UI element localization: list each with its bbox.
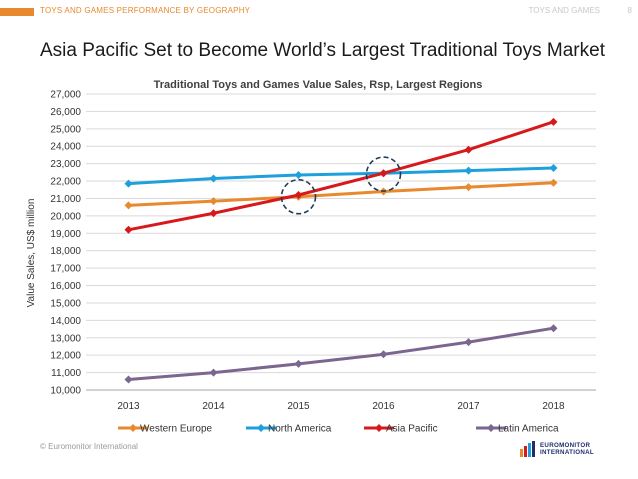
y-tick-label: 12,000 [50,351,81,362]
footer-copyright: © Euromonitor International [40,442,138,451]
y-tick-label: 26,000 [50,107,81,118]
y-tick-label: 20,000 [50,211,81,222]
annotation-circle [365,156,402,192]
y-tick-label: 19,000 [50,229,81,240]
data-point [464,183,473,192]
series-line [128,181,554,207]
data-point [124,179,133,188]
data-point [549,178,558,187]
euromonitor-logo-icon [520,441,535,457]
y-tick-label: 24,000 [50,142,81,153]
series-line [128,326,554,382]
data-point [549,117,558,126]
data-point [379,169,388,178]
legend: Western Europe North America Asia Pacific L… [118,424,559,435]
section-label: TOYS AND GAMES PERFORMANCE BY GEOGRAPHY [40,6,251,15]
y-tick-label: 14,000 [50,316,81,327]
y-tick-label: 13,000 [50,333,81,344]
legend-marker [257,424,265,432]
data-point [294,190,303,199]
data-point [209,174,218,183]
x-tick-label: 2016 [372,401,395,412]
chart-title: Traditional Toys and Games Value Sales, … [154,79,483,91]
y-tick-label: 18,000 [50,246,81,257]
y-tick-label: 23,000 [50,159,81,170]
logo-text-line2: INTERNATIONAL [540,449,594,456]
legend-entry: Western Europe [140,424,213,435]
series-line [128,166,554,186]
plot-area: 10,000 11,000 12,000 13,000 14,000 15,000 16,0… [50,90,596,412]
logo-text-line1: EUROMONITOR [540,442,591,449]
x-tick-label: 2015 [287,401,310,412]
data-point [124,375,133,384]
y-tick-label: 10,000 [50,386,81,397]
legend-marker [129,424,137,432]
data-point [464,166,473,175]
data-point [464,338,473,347]
y-tick-label: 16,000 [50,281,81,292]
data-point [209,368,218,377]
x-tick-label: 2014 [202,401,225,412]
legend-marker [375,424,383,432]
y-tick-label: 15,000 [50,298,81,309]
y-tick-label: 22,000 [50,177,81,188]
y-tick-label: 25,000 [50,124,81,135]
annotation-circle [280,178,317,215]
data-point [209,209,218,218]
y-tick-label: 27,000 [50,90,81,101]
header-right-label: TOYS AND GAMES [528,6,600,15]
data-point [124,225,133,234]
y-tick-label: 11,000 [51,368,81,379]
slide-title: Asia Pacific Set to Become World’s Large… [40,40,605,61]
data-point [549,164,558,172]
y-tick-label: 17,000 [50,264,81,275]
header-accent-bar [0,8,34,16]
data-point [464,145,473,154]
x-tick-label: 2013 [117,401,140,412]
legend-marker [487,424,495,432]
data-point [294,170,303,179]
x-tick-label: 2017 [457,401,480,412]
page-number: 8 [627,6,632,15]
data-point [124,201,133,210]
legend-entry: Asia Pacific [386,424,438,435]
x-tick-label: 2018 [542,401,565,412]
legend-entry: North America [268,424,332,435]
y-axis-label: Value Sales, US$ million [26,199,37,308]
euromonitor-logo: EUROMONITOR INTERNATIONAL [519,436,631,462]
series-line [128,120,554,232]
legend-entry: Latin America [498,424,559,435]
data-point [549,324,558,333]
data-point [209,197,218,206]
y-tick-label: 21,000 [50,194,81,205]
data-point [294,359,303,368]
data-point [379,350,388,359]
